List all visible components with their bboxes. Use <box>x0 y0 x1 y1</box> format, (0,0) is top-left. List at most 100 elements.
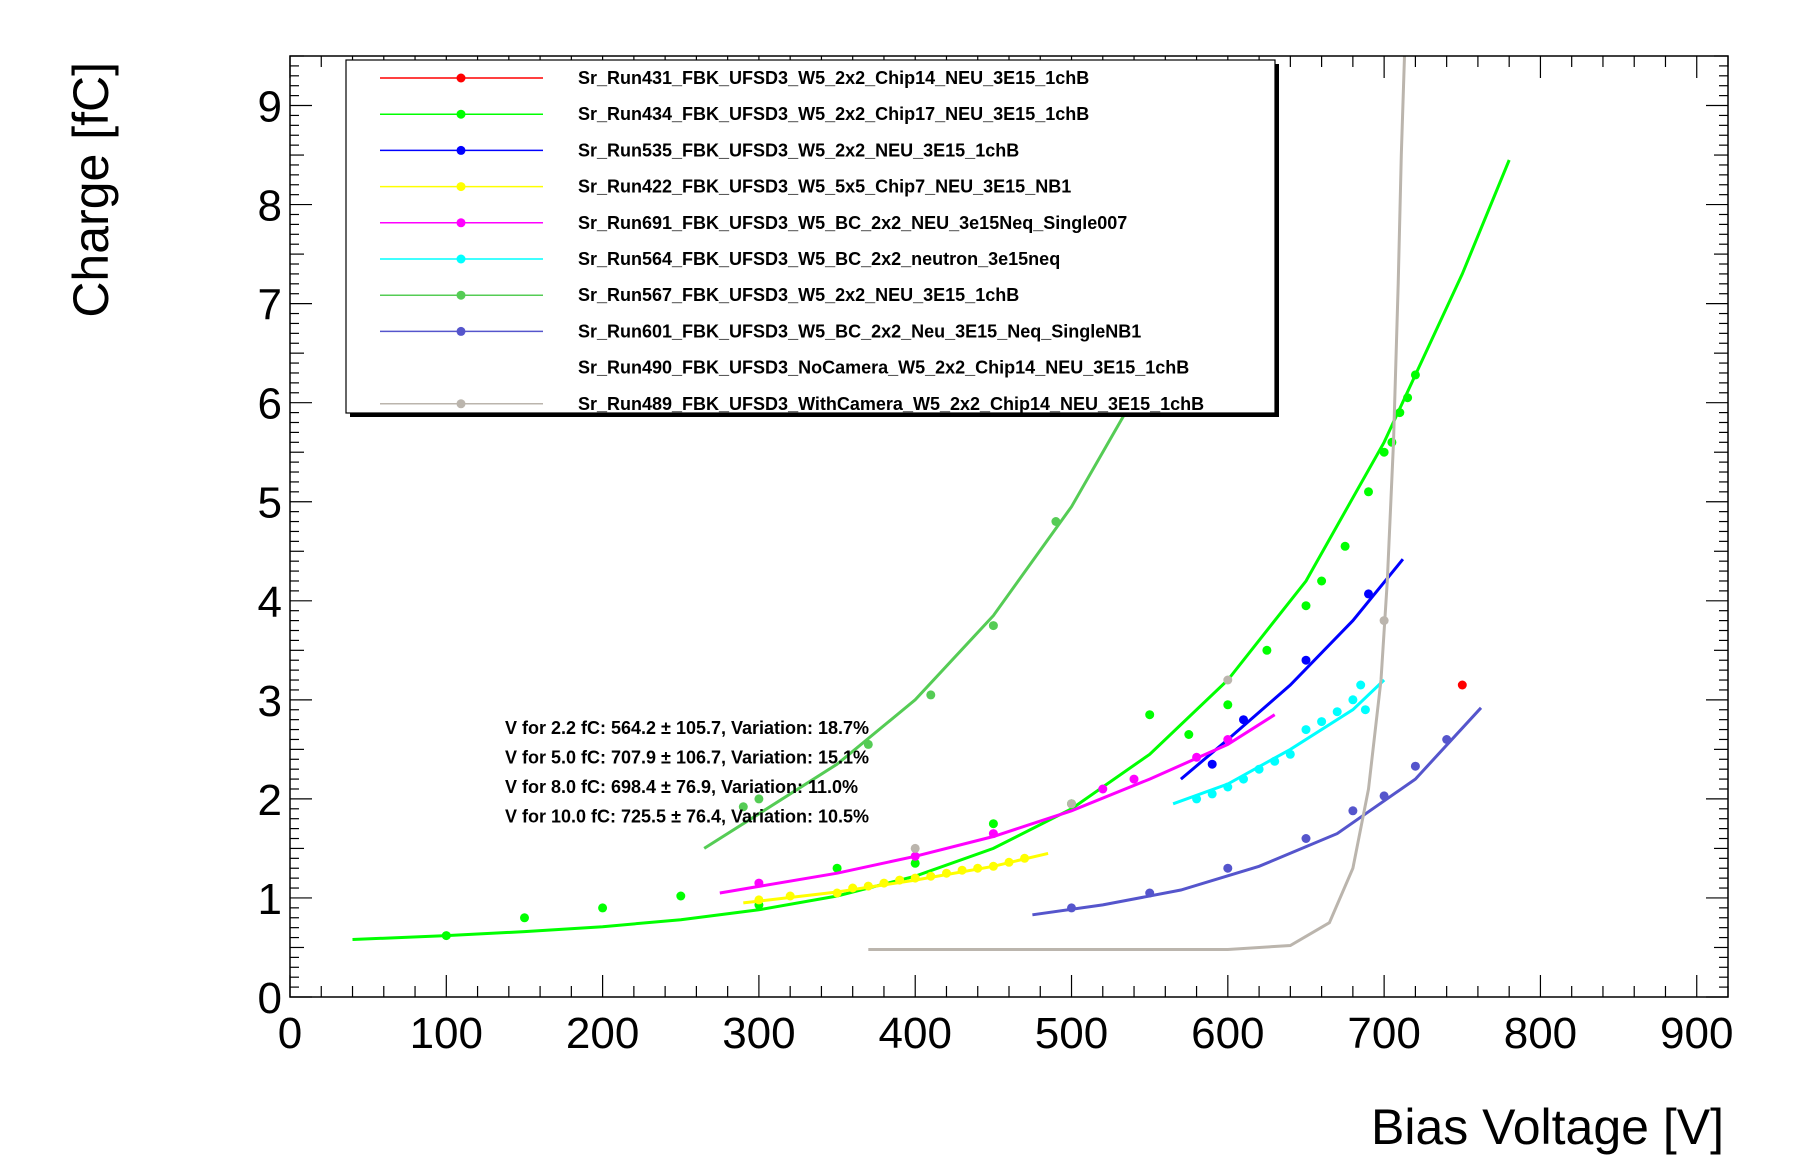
data-point <box>1192 752 1202 762</box>
legend-marker <box>456 182 466 192</box>
fit-line-10 <box>868 56 1406 951</box>
legend-marker <box>456 145 466 155</box>
data-point <box>910 851 920 861</box>
annotation-text: V for 5.0 fC: 707.9 ± 106.7, Variation: … <box>505 748 869 768</box>
data-point <box>1239 774 1248 784</box>
data-point <box>754 878 764 888</box>
data-point <box>863 881 873 891</box>
legend-entry: Sr_Run601_FBK_UFSD3_W5_BC_2x2_Neu_3E15_N… <box>380 321 1141 341</box>
series-4 <box>743 851 1049 905</box>
data-point <box>1364 589 1373 599</box>
data-point <box>1301 655 1311 665</box>
legend-entry: Sr_Run564_FBK_UFSD3_W5_BC_2x2_neutron_3e… <box>380 249 1060 269</box>
data-point <box>1098 784 1108 794</box>
x-tick-label: 600 <box>1191 1009 1264 1058</box>
legend-entry: Sr_Run490_FBK_UFSD3_NoCamera_W5_2x2_Chip… <box>380 358 1189 378</box>
data-point <box>973 863 983 873</box>
legend-marker <box>456 290 466 300</box>
ticks-layer: 0 100 200 300 400 500 600 700 800 900 0 1 2 3 4 5 6 7 8 9 <box>258 55 1733 1058</box>
legend-marker <box>456 363 466 373</box>
data-point <box>1262 645 1272 655</box>
data-point <box>785 891 795 901</box>
data-point <box>1254 764 1264 774</box>
data-point <box>1403 393 1413 403</box>
data-point <box>1223 675 1233 685</box>
data-point <box>832 863 842 873</box>
data-point <box>676 891 686 901</box>
data-point <box>1239 715 1248 725</box>
data-point <box>1317 717 1327 727</box>
data-point <box>1442 735 1452 744</box>
legend-label: Sr_Run431_FBK_UFSD3_W5_2x2_Chip14_NEU_3E… <box>578 68 1089 88</box>
data-point <box>1207 759 1217 769</box>
legend-entry: Sr_Run431_FBK_UFSD3_W5_2x2_Chip14_NEU_3E… <box>380 68 1089 88</box>
data-point <box>863 739 873 749</box>
x-tick-label: 900 <box>1660 1009 1733 1058</box>
data-point <box>738 802 748 812</box>
x-tick-label: 700 <box>1347 1009 1420 1058</box>
legend-marker <box>456 399 466 409</box>
legend-label: Sr_Run691_FBK_UFSD3_W5_BC_2x2_NEU_3e15Ne… <box>578 213 1127 233</box>
legend-marker <box>456 218 466 228</box>
data-point <box>1067 903 1076 913</box>
legend-entry: Sr_Run567_FBK_UFSD3_W5_2x2_NEU_3E15_1chB <box>380 285 1019 305</box>
data-point <box>1410 370 1420 380</box>
fit-line-8 <box>1032 706 1483 917</box>
data-point <box>895 875 905 885</box>
data-point <box>926 871 936 881</box>
data-point <box>988 829 998 839</box>
annotations: V for 2.2 fC: 564.2 ± 105.7, Variation: … <box>505 718 869 827</box>
data-point <box>1457 680 1467 690</box>
series-8 <box>1032 706 1483 917</box>
y-tick-label: 5 <box>258 479 282 528</box>
series-1 <box>1457 680 1467 690</box>
data-point <box>1004 857 1014 867</box>
data-point <box>1067 799 1076 809</box>
data-point <box>1145 710 1155 720</box>
legend-label: Sr_Run564_FBK_UFSD3_W5_BC_2x2_neutron_3e… <box>578 249 1060 269</box>
x-tick-label: 200 <box>566 1009 639 1058</box>
data-point <box>1129 774 1139 784</box>
series-2 <box>352 159 1511 941</box>
data-point <box>1332 707 1342 717</box>
data-point <box>1145 888 1155 898</box>
legend-entry: Sr_Run535_FBK_UFSD3_W5_2x2_NEU_3E15_1chB <box>380 140 1019 160</box>
fit-line-5 <box>719 713 1276 895</box>
legend-label: Sr_Run601_FBK_UFSD3_W5_BC_2x2_Neu_3E15_N… <box>578 321 1141 341</box>
data-point <box>1348 806 1358 816</box>
data-point <box>1301 834 1311 843</box>
data-point <box>1270 756 1280 766</box>
data-point <box>441 931 451 941</box>
y-axis-title: Charge [fC] <box>63 62 119 318</box>
data-point <box>988 819 998 829</box>
legend-entry: Sr_Run422_FBK_UFSD3_W5_5x5_Chip7_NEU_3E1… <box>380 177 1071 197</box>
data-point <box>1410 761 1420 771</box>
y-tick-label: 3 <box>258 677 282 726</box>
annotation-text: V for 10.0 fC: 725.5 ± 76.4, Variation: … <box>505 807 869 827</box>
legend-label: Sr_Run490_FBK_UFSD3_NoCamera_W5_2x2_Chip… <box>578 358 1189 378</box>
annotation-text: V for 2.2 fC: 564.2 ± 105.7, Variation: … <box>505 718 869 738</box>
data-point <box>1356 680 1366 690</box>
fit-line-2 <box>352 159 1511 941</box>
data-point <box>1192 794 1202 804</box>
data-point <box>910 873 920 883</box>
x-tick-label: 100 <box>410 1009 483 1058</box>
data-point <box>942 868 951 878</box>
data-point <box>988 621 998 631</box>
data-point <box>1379 447 1389 457</box>
annotation-text: V for 8.0 fC: 698.4 ± 76.9, Variation: 1… <box>505 777 858 797</box>
legend-box <box>345 59 1276 414</box>
x-tick-label: 400 <box>879 1009 952 1058</box>
legend-marker <box>456 73 466 83</box>
legend-label: Sr_Run535_FBK_UFSD3_W5_2x2_NEU_3E15_1chB <box>578 140 1019 160</box>
data-point <box>754 794 764 804</box>
data-point <box>1223 700 1233 710</box>
legend-label: Sr_Run434_FBK_UFSD3_W5_2x2_Chip17_NEU_3E… <box>578 104 1089 124</box>
legend-marker <box>456 254 466 264</box>
data-point <box>988 861 998 871</box>
legend-label: Sr_Run422_FBK_UFSD3_W5_5x5_Chip7_NEU_3E1… <box>578 177 1071 197</box>
y-tick-label: 0 <box>258 974 282 1023</box>
data-point <box>1223 863 1233 873</box>
y-tick-label: 9 <box>258 83 282 132</box>
